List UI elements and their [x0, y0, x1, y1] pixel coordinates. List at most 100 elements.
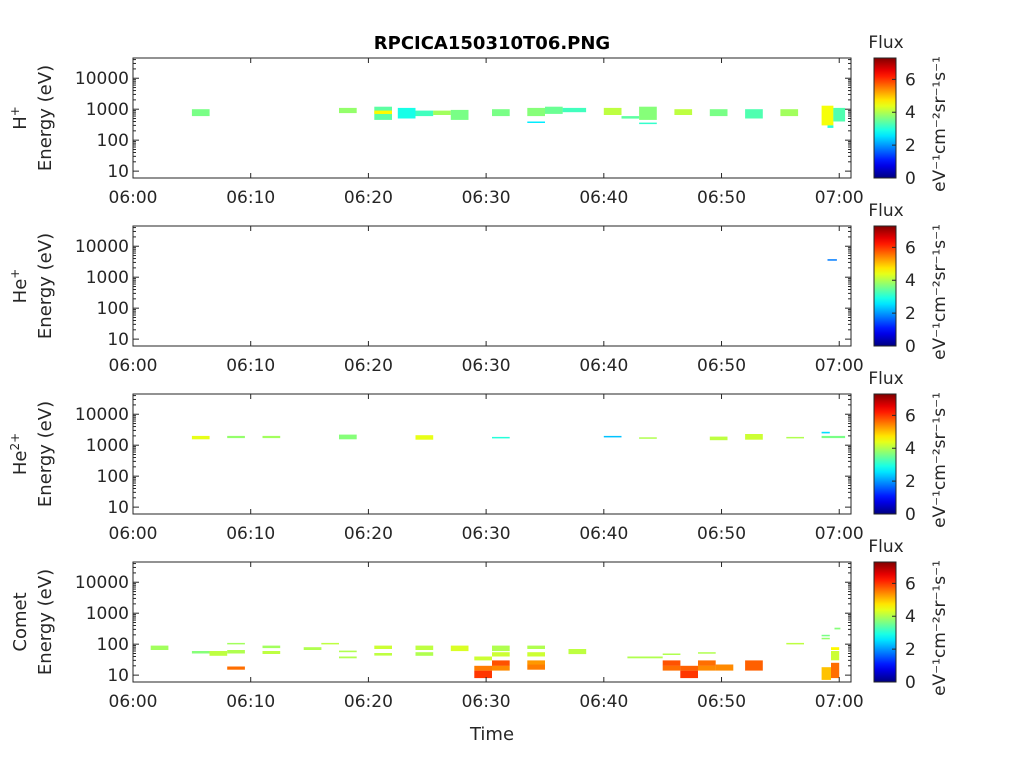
y-tick-label: 10	[107, 498, 129, 518]
species-name: H	[10, 116, 31, 130]
charge-superscript: +	[8, 269, 22, 279]
flux-cell	[209, 651, 228, 656]
y-tick-label: 10000	[75, 573, 129, 593]
flux-cell	[150, 645, 169, 650]
flux-cell	[474, 665, 492, 671]
flux-cell	[786, 436, 804, 439]
flux-cell	[780, 109, 799, 117]
flux-cell	[680, 670, 698, 679]
panel-1: 06:00 06:10 06:20 06:30 06:40 06:50 07:00 10 100…	[8, 201, 950, 376]
y-tick-label: 10000	[75, 69, 129, 89]
y-tick-label: 100	[97, 467, 129, 487]
colorbar-tick-label: 6	[905, 70, 916, 90]
flux-cell	[698, 652, 716, 654]
colorbar-tick-label: 2	[905, 304, 916, 324]
flux-cell	[415, 435, 434, 440]
flux-cell	[321, 642, 339, 645]
x-tick-label: 06:50	[697, 188, 746, 208]
x-tick-label: 06:10	[226, 524, 275, 544]
y-tick-label: 1000	[86, 604, 129, 624]
flux-cell	[415, 645, 434, 650]
flux-cell	[821, 105, 834, 126]
flux-cell	[568, 649, 587, 655]
flux-cell	[339, 650, 357, 653]
flux-cell	[474, 670, 492, 679]
colorbar-label: eV⁻¹cm⁻²sr⁻¹s⁻¹	[930, 56, 950, 192]
y-axis-label-species: He2+	[8, 433, 31, 475]
flux-cell	[339, 434, 357, 440]
flux-cell	[603, 107, 622, 115]
colorbar-tick-label: 6	[905, 406, 916, 426]
flux-cell	[492, 660, 510, 666]
flux-cell	[662, 660, 681, 666]
flux-cell	[715, 664, 734, 671]
flux-cell	[374, 653, 392, 656]
flux-cell	[397, 107, 416, 119]
flux-cell	[527, 121, 545, 123]
colorbar-title: Flux	[868, 369, 903, 389]
flux-cell	[227, 650, 245, 654]
flux-cell	[621, 116, 640, 119]
colorbar-tick-label: 6	[905, 238, 916, 258]
flux-cell	[821, 435, 846, 439]
y-axis-label-species: Comet	[10, 592, 31, 651]
charge-superscript: 2+	[8, 433, 22, 451]
flux-cell	[492, 665, 510, 671]
colorbar-tick-label: 4	[905, 439, 916, 459]
y-axis-label-species: He+	[8, 269, 31, 304]
flux-cell	[639, 437, 657, 439]
charge-superscript: +	[8, 106, 22, 116]
x-tick-label: 06:20	[344, 188, 393, 208]
colorbar-title: Flux	[868, 33, 903, 53]
colorbar-label: eV⁻¹cm⁻²sr⁻¹s⁻¹	[930, 560, 950, 696]
x-tick-label: 06:10	[226, 188, 275, 208]
flux-cell	[415, 652, 434, 656]
axes-box	[132, 393, 852, 515]
flux-cell	[745, 660, 763, 671]
y-tick-label: 10	[107, 666, 129, 686]
flux-cell	[191, 435, 210, 440]
x-tick-label: 07:00	[815, 692, 864, 712]
flux-cell	[821, 634, 830, 637]
x-tick-label: 06:50	[697, 524, 746, 544]
flux-cell	[831, 647, 840, 650]
panel-2: 06:00 06:10 06:20 06:30 06:40 06:50 07:00 10 100…	[8, 369, 950, 544]
flux-cell	[662, 653, 681, 655]
axes-box	[132, 225, 852, 347]
y-tick-label: 1000	[86, 436, 129, 456]
colorbar-tick-label: 0	[905, 337, 916, 357]
x-tick-label: 07:00	[815, 188, 864, 208]
y-tick-label: 100	[97, 131, 129, 151]
x-tick-label: 06:50	[697, 692, 746, 712]
flux-cell	[833, 107, 846, 122]
flux-cell	[415, 110, 434, 117]
flux-cell	[227, 666, 245, 670]
y-tick-label: 10000	[75, 405, 129, 425]
colorbar-title: Flux	[868, 201, 903, 221]
flux-cell	[433, 110, 451, 115]
flux-cell	[492, 652, 510, 657]
flux-cell	[821, 667, 831, 680]
flux-cell	[339, 656, 357, 659]
colorbar-title: Flux	[868, 537, 903, 557]
colorbar-tick-label: 4	[905, 607, 916, 627]
flux-cell	[303, 647, 322, 650]
colorbar	[873, 393, 897, 515]
flux-cell	[545, 106, 563, 114]
axes-box	[132, 57, 852, 179]
flux-cell	[527, 652, 545, 657]
x-tick-label: 06:50	[697, 356, 746, 376]
flux-cell	[627, 656, 663, 659]
flux-cell	[745, 434, 763, 440]
flux-cell	[827, 125, 834, 128]
x-tick-label: 06:20	[344, 524, 393, 544]
flux-cell	[821, 431, 830, 434]
colorbar	[873, 225, 897, 347]
x-tick-label: 07:00	[815, 356, 864, 376]
y-axis-label-species: H+	[8, 106, 31, 130]
panel-3: 06:00 06:10 06:20 06:30 06:40 06:50 07:00 10 100…	[10, 537, 950, 712]
species-name: He	[10, 279, 31, 304]
panel-0: 06:00 06:10 06:20 06:30 06:40 06:50 07:00 10 100…	[8, 33, 950, 208]
x-tick-label: 06:00	[109, 524, 158, 544]
